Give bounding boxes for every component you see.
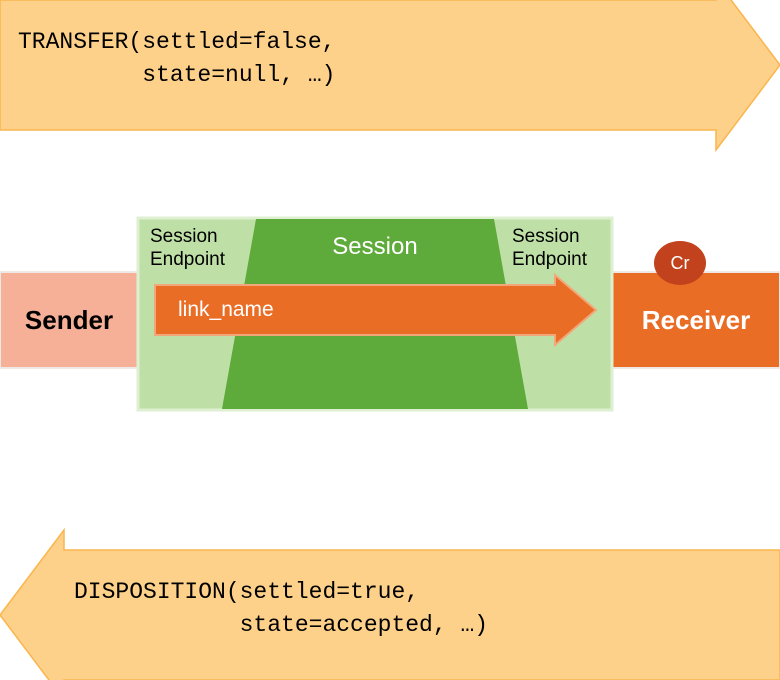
- link-arrow-label: link_name: [178, 298, 274, 322]
- transfer-arrow-text: TRANSFER(settled=false, state=null, …): [18, 26, 335, 93]
- credit-badge-label: Cr: [654, 241, 706, 285]
- disposition-arrow-text: DISPOSITION(settled=true, state=accepted…: [74, 576, 488, 643]
- session-center-label: Session: [325, 233, 425, 261]
- left-endpoint-label: SessionEndpoint: [150, 226, 225, 272]
- sender-label: Sender: [0, 272, 138, 368]
- right-endpoint-label: SessionEndpoint: [512, 226, 587, 272]
- diagram-canvas: { "canvas": { "width": 780, "height": 68…: [0, 0, 780, 680]
- receiver-label: Receiver: [612, 272, 780, 368]
